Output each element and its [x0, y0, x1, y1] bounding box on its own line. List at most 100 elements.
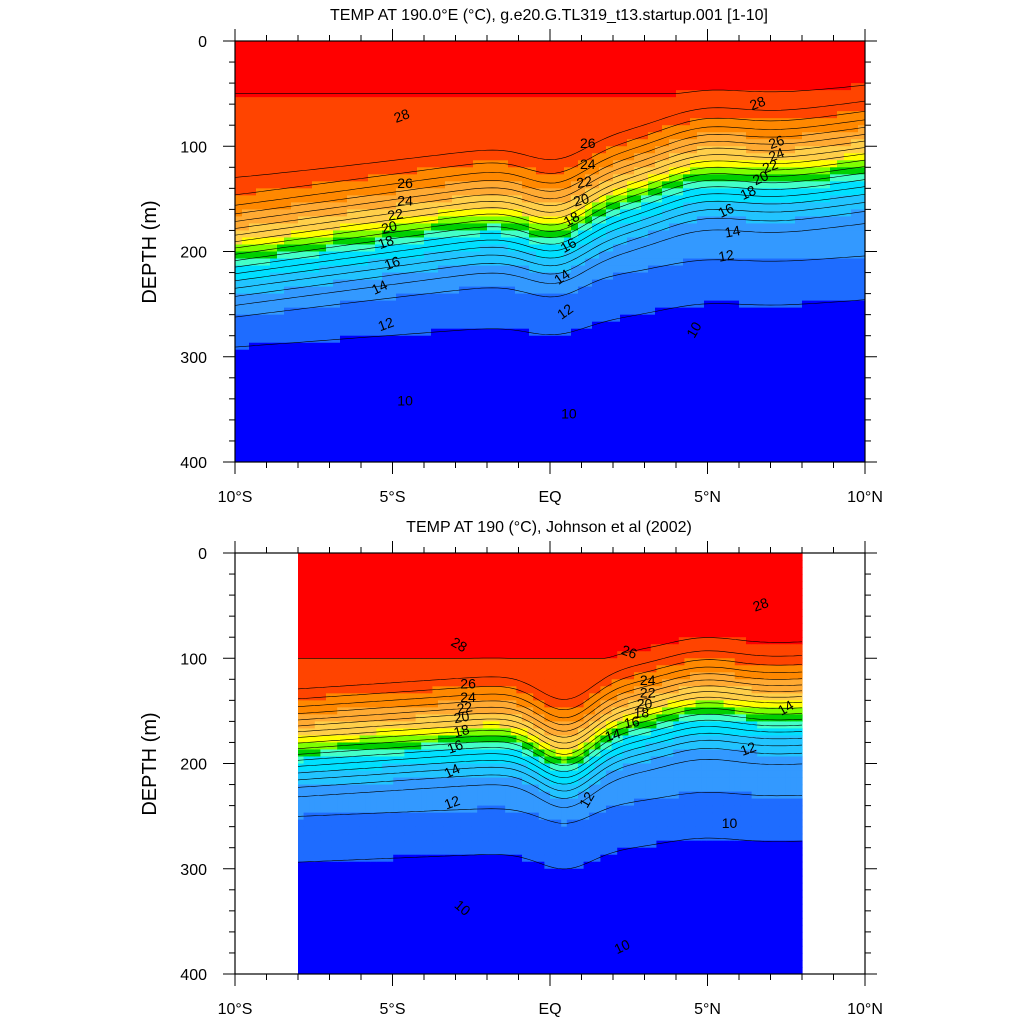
- panel-top-fill-cell: [354, 55, 362, 63]
- panel-top-fill-cell: [291, 391, 299, 400]
- panel-top-fill-cell: [648, 104, 656, 112]
- panel-top-fill-cell: [662, 384, 670, 393]
- panel-top-fill-cell: [760, 125, 768, 133]
- panel-top-fill-cell: [494, 209, 502, 218]
- panel-top-fill-cell: [452, 216, 460, 225]
- panel-top-fill-cell: [592, 174, 600, 182]
- panel-top-fill-cell: [410, 314, 418, 323]
- panel-top-fill-cell: [361, 41, 369, 49]
- panel-top-fill-cell: [676, 167, 684, 175]
- panel-top-fill-cell: [431, 321, 439, 330]
- panel-top-fill-cell: [697, 83, 705, 91]
- panel-top-fill-cell: [277, 265, 285, 274]
- panel-top-fill-cell: [795, 97, 803, 105]
- panel-top-fill-cell: [550, 328, 558, 337]
- panel-top-fill-cell: [760, 447, 768, 456]
- panel-top-fill-cell: [564, 440, 572, 449]
- panel-top-fill-cell: [459, 76, 467, 84]
- panel-top-fill-cell: [277, 104, 285, 112]
- panel-top-fill-cell: [613, 181, 621, 189]
- panel-top-fill-cell: [753, 62, 761, 70]
- panel-top-fill-cell: [655, 195, 663, 203]
- panel-top-fill-cell: [592, 286, 600, 295]
- panel-top-fill-cell: [431, 356, 439, 365]
- panel-top-fill-cell: [277, 111, 285, 119]
- panel-top-fill-cell: [473, 146, 481, 154]
- panel-top-fill-cell: [795, 349, 803, 358]
- panel-top-fill-cell: [627, 181, 635, 189]
- panel-top-fill-cell: [431, 132, 439, 140]
- panel-top-fill-cell: [326, 300, 334, 309]
- panel-top-fill-cell: [620, 314, 628, 323]
- panel-top-fill-cell: [725, 48, 733, 56]
- panel-top-fill-cell: [403, 111, 411, 119]
- panel-top-fill-cell: [319, 321, 327, 330]
- panel-top-fill-cell: [704, 426, 712, 435]
- panel-top-fill-cell: [298, 146, 306, 154]
- panel-top-fill-cell: [641, 251, 649, 260]
- panel-top-fill-cell: [613, 433, 621, 442]
- panel-top-fill-cell: [564, 132, 572, 140]
- panel-top-fill-cell: [375, 314, 383, 323]
- panel-top-fill-cell: [487, 342, 495, 351]
- panel-top-fill-cell: [347, 258, 355, 267]
- panel-top-fill-cell: [242, 251, 250, 260]
- panel-top-fill-cell: [725, 97, 733, 105]
- panel-top-fill-cell: [466, 216, 474, 225]
- panel-top-fill-cell: [466, 111, 474, 119]
- panel-top-fill-cell: [613, 146, 621, 154]
- panel-top-fill-cell: [550, 370, 558, 379]
- panel-top-fill-cell: [802, 342, 810, 351]
- panel-top-fill-cell: [473, 335, 481, 344]
- panel-top-fill-cell: [634, 391, 642, 400]
- panel-top-fill-cell: [249, 307, 257, 316]
- panel-top-fill-cell: [543, 139, 551, 147]
- panel-top-fill-cell: [634, 55, 642, 63]
- panel-top-fill-cell: [256, 300, 264, 309]
- panel-top-fill-cell: [732, 433, 740, 442]
- panel-top-fill-cell: [256, 62, 264, 70]
- panel-top-fill-cell: [375, 174, 383, 182]
- panel-top-fill-cell: [417, 118, 425, 126]
- panel-top-fill-cell: [291, 41, 299, 49]
- panel-top-fill-cell: [648, 272, 656, 281]
- panel-top-fill-cell: [312, 55, 320, 63]
- panel-top-fill-cell: [739, 41, 747, 49]
- panel-top-fill-cell: [445, 62, 453, 70]
- panel-top-fill-cell: [592, 279, 600, 288]
- panel-top-fill-cell: [585, 181, 593, 189]
- panel-top-fill-cell: [746, 384, 754, 393]
- panel-top-fill-cell: [690, 363, 698, 372]
- panel-top-fill-cell: [585, 412, 593, 421]
- panel-top-fill-cell: [340, 132, 348, 140]
- panel-top-fill-cell: [235, 377, 243, 386]
- panel-top-fill-cell: [669, 321, 677, 330]
- panel-top-fill-cell: [501, 174, 509, 182]
- panel-top-fill-cell: [676, 48, 684, 56]
- panel-top-fill-cell: [431, 398, 439, 407]
- panel-top-fill-cell: [368, 76, 376, 84]
- panel-top-fill-cell: [564, 405, 572, 414]
- panel-top-fill-cell: [347, 174, 355, 182]
- panel-top-fill-cell: [382, 279, 390, 288]
- panel-top-fill-cell: [403, 328, 411, 337]
- panel-top-fill-cell: [522, 335, 530, 344]
- panel-top-fill-cell: [760, 426, 768, 435]
- panel-top-fill-cell: [690, 104, 698, 112]
- panel-top-fill-cell: [410, 356, 418, 365]
- panel-top-fill-cell: [431, 83, 439, 91]
- panel-top-fill-cell: [235, 440, 243, 449]
- panel-top-fill-cell: [662, 419, 670, 428]
- panel-top-fill-cell: [550, 111, 558, 119]
- panel-top-fill-cell: [592, 370, 600, 379]
- panel-top-fill-cell: [284, 370, 292, 379]
- panel-top-fill-cell: [704, 76, 712, 84]
- panel-top-fill-cell: [662, 139, 670, 147]
- panel-top-fill-cell: [564, 349, 572, 358]
- panel-top-fill-cell: [263, 223, 271, 232]
- panel-top-fill-cell: [613, 174, 621, 182]
- panel-top-fill-cell: [592, 384, 600, 393]
- panel-top-fill-cell: [445, 272, 453, 281]
- panel-top-fill-cell: [242, 41, 250, 49]
- panel-top-fill-cell: [599, 286, 607, 295]
